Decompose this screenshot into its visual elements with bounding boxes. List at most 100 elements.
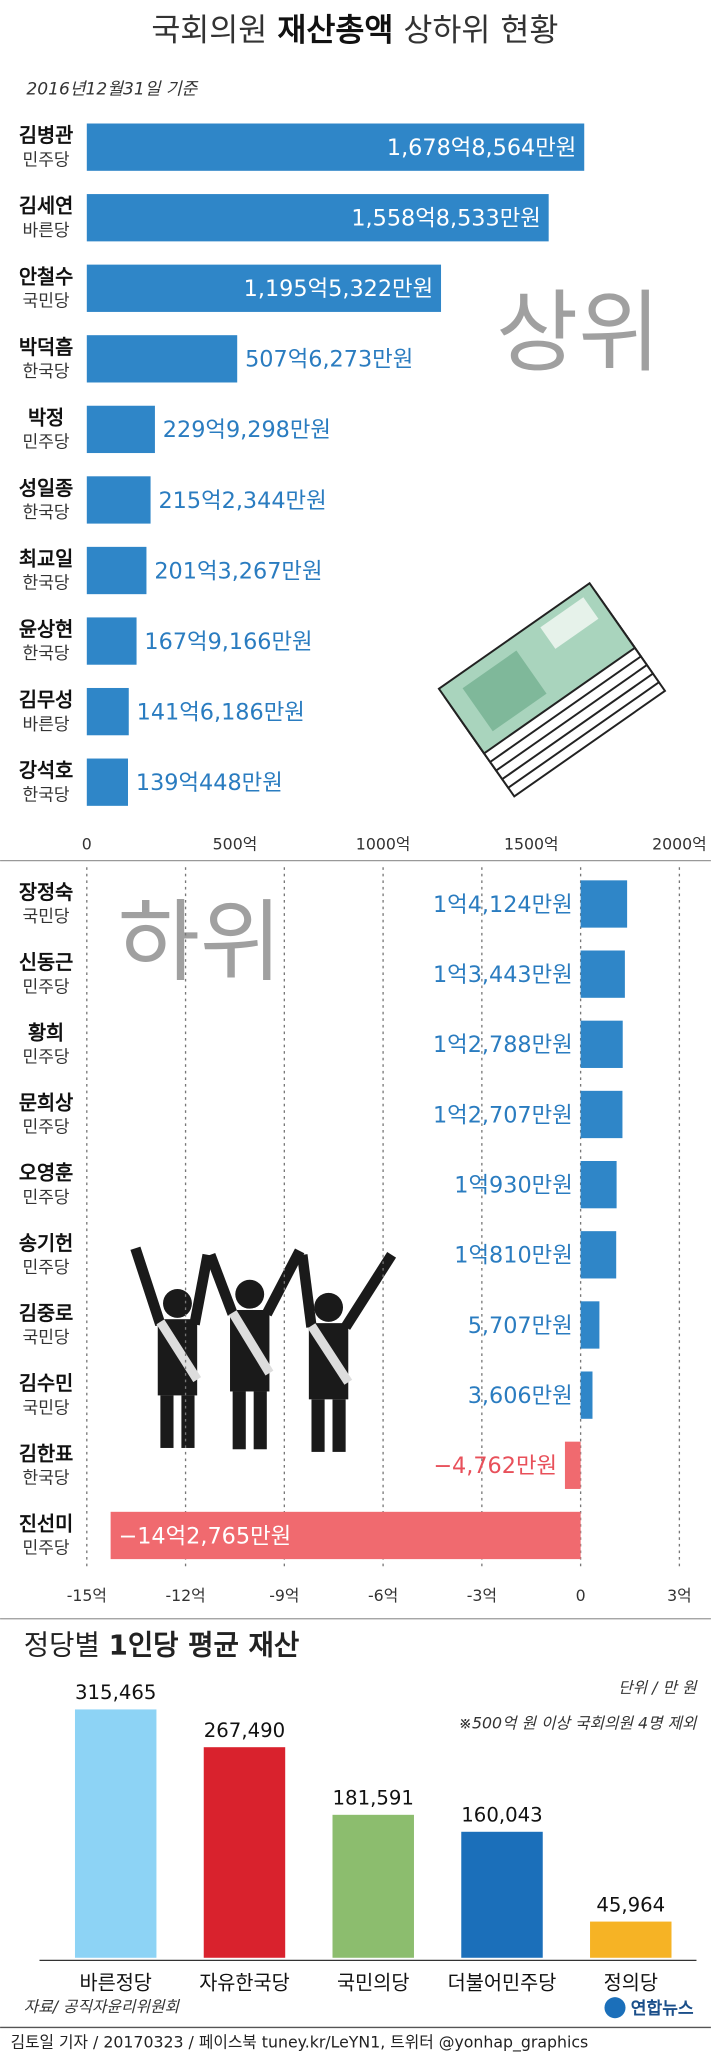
party-label: 민주당 — [22, 1539, 69, 1559]
bar — [86, 687, 129, 736]
footer: 김토일 기자 / 20170323 / 페이스북 tuney.kr/LeYN1,… — [11, 2033, 589, 2053]
party-label: 국민당 — [22, 1398, 69, 1418]
bill-pattern — [462, 650, 547, 732]
value-label: 3,606만원 — [468, 1383, 573, 1409]
party-label: 한국당 — [22, 362, 69, 382]
chart-title: 정당별 1인당 평균 재산 — [24, 1628, 300, 1661]
category-label: 송기헌 — [19, 1232, 73, 1255]
bar — [580, 950, 625, 998]
arm — [341, 1251, 397, 1330]
value-label: 167억9,166만원 — [144, 629, 312, 655]
bar — [564, 1441, 581, 1489]
category-label: 황희 — [28, 1021, 64, 1044]
category-label: 김세연 — [19, 195, 73, 218]
category-label: 성일종 — [19, 477, 73, 500]
bar — [580, 1371, 593, 1419]
value-label: 1억3,443만원 — [433, 962, 573, 988]
logo-mark — [604, 1997, 626, 2019]
title-pre: 국회의원 — [151, 13, 267, 49]
value-label: 181,591 — [333, 1787, 414, 1810]
party-label: 바른당 — [22, 221, 69, 241]
money-illustration — [437, 581, 667, 798]
bar — [580, 1160, 617, 1209]
value-label: 267,490 — [204, 1719, 285, 1742]
head — [314, 1292, 344, 1322]
value-label: 1억810만원 — [454, 1243, 572, 1269]
x-tick-label: 1000억 — [356, 834, 411, 853]
category-label: 문희상 — [19, 1091, 73, 1114]
x-tick-label: -3억 — [467, 1586, 497, 1605]
unit: 단위 / 만 원 — [618, 1678, 698, 1697]
bar — [74, 1709, 157, 1958]
arm — [189, 1253, 213, 1326]
bill-pattern — [540, 597, 599, 649]
value-label: −4,762만원 — [433, 1453, 557, 1479]
value-label: 1억2,707만원 — [433, 1102, 573, 1128]
bar — [86, 264, 442, 312]
x-tick-label: -15억 — [67, 1586, 107, 1605]
category-label: 박정 — [28, 406, 64, 429]
value-label: 1,195억5,322만원 — [244, 276, 433, 302]
category-label: 김수민 — [19, 1372, 73, 1395]
value-label: 215억2,344만원 — [158, 488, 326, 514]
bar — [580, 1301, 600, 1349]
arm — [130, 1246, 166, 1327]
head — [163, 1288, 192, 1318]
chart-title-light: 정당별 — [24, 1628, 100, 1661]
bar — [86, 194, 549, 242]
party-label: 민주당 — [22, 1258, 69, 1278]
category-label: 안철수 — [19, 265, 73, 288]
main-title: 국회의원 재산총액 상하위 현황 — [151, 13, 558, 49]
title-bold: 재산총액 — [277, 13, 393, 49]
party-label: 한국당 — [22, 574, 69, 594]
leg — [181, 1395, 195, 1448]
x-tick-label: 자유한국당 — [199, 1972, 290, 1995]
value-label: 141억6,186만원 — [137, 699, 305, 725]
value-label: 1,678억8,564만원 — [387, 135, 576, 161]
bar — [580, 1231, 617, 1279]
sash — [228, 1310, 274, 1376]
party-label: 한국당 — [22, 644, 69, 664]
x-tick-label: 500억 — [213, 834, 258, 853]
party-label: 바른당 — [22, 715, 69, 735]
value-label: 1억2,788만원 — [433, 1032, 573, 1058]
party-label: 한국당 — [22, 785, 69, 805]
value-label: 1억4,124만원 — [433, 892, 573, 918]
date: 2016년12월31일 기준 — [26, 79, 198, 99]
value-label: 1,558억8,533만원 — [351, 206, 540, 232]
leg — [232, 1391, 246, 1450]
bar — [86, 617, 137, 665]
bar — [86, 476, 151, 524]
people-illustration — [130, 1246, 397, 1452]
x-tick-label: 3억 — [667, 1586, 692, 1605]
category-label: 김병관 — [19, 124, 73, 147]
x-tick-label: 국민의당 — [337, 1972, 409, 1995]
source: 자료/ 공직자윤리위원회 — [24, 1997, 181, 2016]
bar — [86, 405, 155, 454]
leg — [253, 1391, 267, 1450]
bar — [110, 1511, 581, 1560]
category-label: 진선미 — [19, 1512, 73, 1535]
leg — [160, 1395, 174, 1448]
value-label: 45,964 — [596, 1893, 665, 1916]
sash — [307, 1323, 353, 1385]
bar — [580, 1020, 623, 1068]
x-tick-label: -12억 — [165, 1586, 205, 1605]
x-tick-label: 2000억 — [652, 834, 707, 853]
x-tick-label: 0 — [576, 1586, 586, 1605]
bar — [580, 1090, 623, 1139]
arm — [297, 1254, 317, 1328]
title-post: 상하위 현황 — [403, 13, 558, 49]
bar — [86, 546, 147, 595]
x-tick-label: -6억 — [368, 1586, 398, 1605]
x-tick-label: -9억 — [269, 1586, 299, 1605]
category-label: 오영훈 — [19, 1162, 73, 1185]
value-label: 1억930만원 — [454, 1172, 572, 1198]
arm — [205, 1252, 238, 1316]
bar — [580, 880, 628, 928]
bar — [461, 1831, 543, 1958]
party-label: 민주당 — [22, 1047, 69, 1067]
category-label: 윤상현 — [19, 618, 73, 641]
section-label: 하위 — [118, 891, 282, 995]
